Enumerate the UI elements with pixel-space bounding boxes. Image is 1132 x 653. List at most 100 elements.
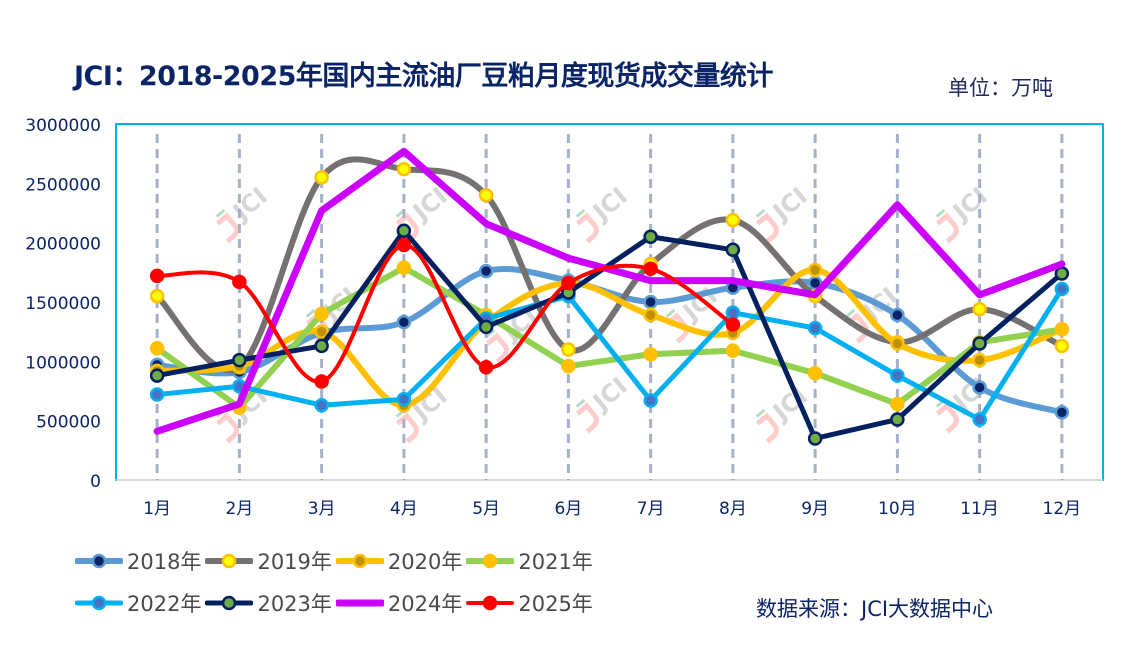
data-point [561, 275, 576, 291]
data-point [890, 412, 905, 427]
data-point [149, 368, 165, 383]
data-point [396, 237, 412, 253]
legend-item: 2025年 [466, 588, 594, 618]
legend-marker [222, 553, 237, 569]
unit-label: 单位：万吨 [948, 76, 1053, 100]
legend-label: 2023年 [257, 592, 332, 616]
y-tick-label: 1500000 [25, 294, 101, 314]
legend-marker [91, 553, 107, 569]
legend-label: 2018年 [127, 550, 202, 574]
watermark-logo-accent-icon [755, 408, 766, 418]
x-tick-label: 8月 [719, 499, 747, 519]
x-tick-label: 4月 [390, 499, 418, 519]
data-point [232, 274, 247, 290]
data-point [890, 368, 905, 383]
series-2025年 [149, 237, 741, 389]
legend-label: 2021年 [518, 550, 593, 574]
data-point [478, 360, 494, 375]
series-line [153, 147, 1066, 435]
watermark-logo-icon [935, 212, 959, 244]
data-point [396, 161, 412, 177]
legend-item: 2024年 [335, 588, 464, 618]
data-point [1054, 405, 1070, 420]
watermark: JCI [575, 372, 633, 434]
series-2024年 [153, 147, 1066, 435]
legend-item: 2023年 [205, 588, 333, 618]
x-tick-label: 12月 [1043, 499, 1082, 519]
legend-swatch-icon [335, 599, 384, 607]
data-point [807, 365, 823, 381]
data-point [314, 338, 329, 354]
data-point [561, 358, 576, 374]
series-line [154, 228, 1065, 441]
legend-marker [352, 553, 368, 569]
legend-swatch-icon [75, 553, 123, 569]
series-line [154, 286, 1065, 422]
x-tick-label: 7月 [637, 499, 665, 519]
legend-label: 2020年 [387, 550, 463, 574]
data-point [725, 305, 741, 320]
data-point [149, 387, 165, 402]
data-point [1054, 322, 1070, 337]
data-point [643, 393, 658, 408]
watermark-logo-accent-icon [215, 208, 226, 218]
watermark-logo-icon [755, 212, 779, 244]
y-tick-label: 500000 [36, 413, 101, 433]
watermark-logo-icon [215, 412, 239, 444]
series-line [155, 243, 735, 384]
data-point [643, 346, 658, 362]
data-point [149, 288, 165, 304]
legend-item: 2021年 [466, 546, 594, 576]
data-point [807, 431, 823, 446]
watermark-logo-icon [575, 212, 599, 244]
x-tick-label: 9月 [801, 499, 829, 519]
legend-label: 2024年 [387, 592, 463, 616]
legend-row-1: 2018年 2019年 2020年 2021年 [75, 540, 597, 582]
legend-marker [483, 595, 498, 611]
data-point [643, 261, 658, 277]
data-point [314, 324, 329, 339]
y-tick-label: 1000000 [25, 353, 101, 373]
x-tick-label: 5月 [472, 499, 500, 519]
watermark-logo-accent-icon [845, 308, 856, 318]
watermark-logo-accent-icon [485, 328, 496, 338]
data-point [314, 306, 329, 322]
data-point [643, 294, 658, 310]
data-point [232, 352, 247, 368]
legend-marker [483, 553, 498, 569]
legend-marker [222, 595, 237, 611]
legend-label: 2022年 [127, 592, 202, 616]
data-point [1054, 338, 1070, 354]
data-point [561, 342, 576, 357]
data-point [725, 242, 741, 258]
data-point [972, 380, 987, 395]
watermark-logo-accent-icon [935, 208, 946, 218]
x-tick-label: 10月 [878, 499, 917, 519]
legend-label: 2019年 [257, 550, 332, 574]
legend-item: 2022年 [75, 588, 203, 618]
data-point [890, 336, 905, 351]
data-point [643, 229, 658, 244]
chart-title: JCI：2018-2025年国内主流油厂豆粕月度现货成交量统计 [74, 61, 773, 92]
watermark-logo-accent-icon [305, 308, 316, 318]
legend-swatch-icon [75, 595, 123, 611]
data-point [807, 262, 823, 278]
data-point [890, 307, 905, 323]
data-point [725, 212, 741, 228]
data-point [396, 260, 412, 275]
data-point [890, 396, 905, 412]
watermark-logo-icon [575, 402, 599, 434]
watermark-logo-icon [935, 402, 959, 434]
data-point [972, 352, 987, 368]
data-point [725, 317, 741, 332]
data-point [1054, 281, 1070, 297]
data-point [972, 336, 987, 351]
legend-swatch-icon [205, 595, 254, 611]
legend-marker [91, 595, 107, 611]
data-point [314, 374, 329, 389]
legend-row-2: 2022年 2023年 2024年 2025年 [75, 582, 597, 624]
legend-swatch-icon [335, 553, 384, 569]
x-tick-label: 2月 [225, 499, 253, 519]
legend: 2018年 2019年 2020年 2021年 2022年 2023年 2024年 2025… [75, 540, 597, 624]
watermark-logo-accent-icon [755, 208, 766, 218]
